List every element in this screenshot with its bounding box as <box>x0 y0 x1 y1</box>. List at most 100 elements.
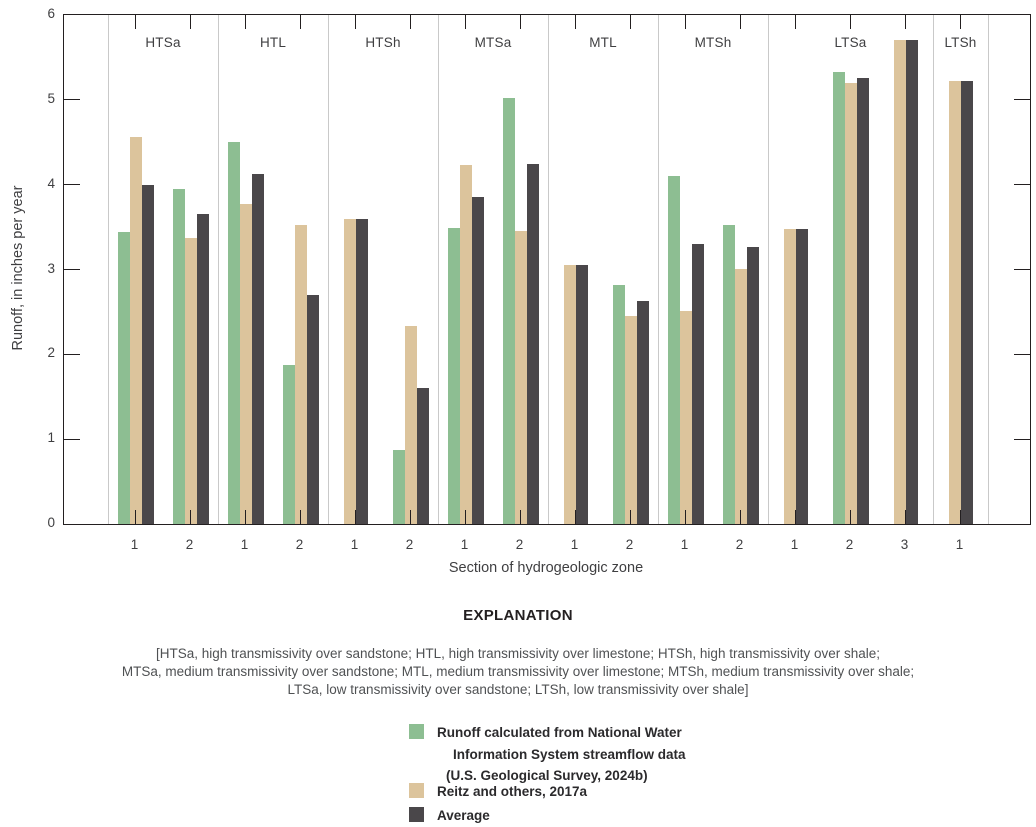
section-tick-top <box>960 15 961 29</box>
bar-reitz <box>294 225 307 524</box>
zone-divider <box>218 15 219 524</box>
section-tick-bottom <box>135 510 136 524</box>
section-label: 1 <box>130 537 139 552</box>
explanation-title: EXPLANATION <box>463 607 573 624</box>
section-tick-top <box>245 15 246 29</box>
bar-nwis <box>172 188 185 524</box>
y-tick-left <box>64 353 80 355</box>
section-label: 2 <box>295 537 304 552</box>
reitz-swatch-icon <box>409 783 424 798</box>
bar-nwis <box>667 176 680 524</box>
legend-label: Runoff calculated from National Water In… <box>437 722 686 787</box>
zone-divider <box>988 15 989 524</box>
section-tick-bottom <box>850 510 851 524</box>
legend-label: Reitz and others, 2017a <box>437 781 587 803</box>
legend-label-line: Reitz and others, 2017a <box>437 784 588 799</box>
bar-average <box>251 173 264 524</box>
bar-nwis <box>502 98 515 524</box>
section-tick-bottom <box>960 510 961 524</box>
bar-nwis <box>447 227 460 524</box>
y-tick-label: 4 <box>47 175 55 191</box>
y-tick-label: 2 <box>47 345 55 361</box>
bar-average <box>526 164 539 524</box>
section-tick-top <box>410 15 411 29</box>
zone-label: MTSa <box>474 35 512 50</box>
bar-average <box>856 77 869 524</box>
average-swatch-icon <box>409 807 424 822</box>
x-axis-title: Section of hydrogeologic zone <box>448 560 644 576</box>
bar-reitz <box>948 81 961 524</box>
section-tick-bottom <box>355 510 356 524</box>
bar-average <box>575 265 588 524</box>
x-section-labels: 1 2 1 2 1 2 1 2 1 2 1 2 1 2 3 1 <box>63 537 1029 555</box>
bar-nwis <box>392 450 405 524</box>
bar-average <box>960 81 973 524</box>
zone-label: HTSh <box>365 35 401 50</box>
section-tick-top <box>300 15 301 29</box>
section-tick-top <box>465 15 466 29</box>
bar-nwis <box>612 284 625 524</box>
y-tick-label: 1 <box>47 430 55 446</box>
zone-divider <box>328 15 329 524</box>
legend-label-line: Runoff calculated from National Water <box>437 725 682 740</box>
section-tick-top <box>575 15 576 29</box>
zone-label: MTL <box>589 35 617 50</box>
bar-average <box>471 196 484 524</box>
section-tick-bottom <box>630 510 631 524</box>
section-tick-top <box>850 15 851 29</box>
section-tick-bottom <box>245 510 246 524</box>
y-tick-right <box>1014 269 1030 270</box>
bar-reitz <box>783 228 796 524</box>
y-tick-left <box>64 438 80 440</box>
y-tick-right <box>1014 438 1030 440</box>
bar-average <box>196 213 209 524</box>
bar-nwis <box>722 225 735 524</box>
section-label: 2 <box>515 537 524 552</box>
section-tick-top <box>355 15 356 29</box>
section-tick-bottom <box>575 510 576 524</box>
zone-label: HTSa <box>145 35 181 50</box>
zone-label: HTL <box>259 35 287 50</box>
explanation-note-line: LTSa, low transmissivity over sandstone;… <box>287 682 749 697</box>
section-tick-top <box>190 15 191 29</box>
bar-nwis <box>117 232 130 524</box>
section-tick-bottom <box>465 510 466 524</box>
bar-average <box>416 388 429 524</box>
y-tick-label: 5 <box>47 90 55 106</box>
y-tick-left <box>64 269 80 270</box>
section-tick-bottom <box>740 510 741 524</box>
section-tick-top <box>135 15 136 29</box>
y-tick-label: 6 <box>47 6 55 21</box>
bar-reitz <box>184 238 197 524</box>
section-tick-bottom <box>410 510 411 524</box>
section-tick-bottom <box>905 510 906 524</box>
bar-average <box>636 300 649 524</box>
section-label: 2 <box>845 537 854 552</box>
legend-label-line: Average <box>437 808 490 823</box>
section-tick-bottom <box>520 510 521 524</box>
bar-reitz <box>893 40 906 524</box>
y-tick-label: 0 <box>47 515 55 530</box>
bar-average <box>355 219 368 524</box>
bar-reitz <box>404 326 417 524</box>
bar-nwis <box>227 142 240 524</box>
zone-divider <box>768 15 769 524</box>
zone-label: LTSa <box>834 35 867 50</box>
section-label: 1 <box>350 537 359 552</box>
y-tick-right <box>1014 353 1030 355</box>
legend-item-reitz: Reitz and others, 2017a <box>409 781 587 803</box>
bar-average <box>691 244 704 524</box>
bar-reitz <box>679 311 692 524</box>
section-tick-bottom <box>190 510 191 524</box>
section-tick-top <box>795 15 796 29</box>
bar-nwis <box>282 365 295 524</box>
section-label: 2 <box>185 537 194 552</box>
section-tick-bottom <box>300 510 301 524</box>
explanation-note-line: MTSa, medium transmissivity over sandsto… <box>121 664 915 679</box>
section-tick-top <box>740 15 741 29</box>
section-tick-top <box>630 15 631 29</box>
section-label: 1 <box>680 537 689 552</box>
explanation-note-line: [HTSa, high transmissivity over sandston… <box>155 646 880 661</box>
bar-average <box>905 40 918 524</box>
section-tick-top <box>905 15 906 29</box>
